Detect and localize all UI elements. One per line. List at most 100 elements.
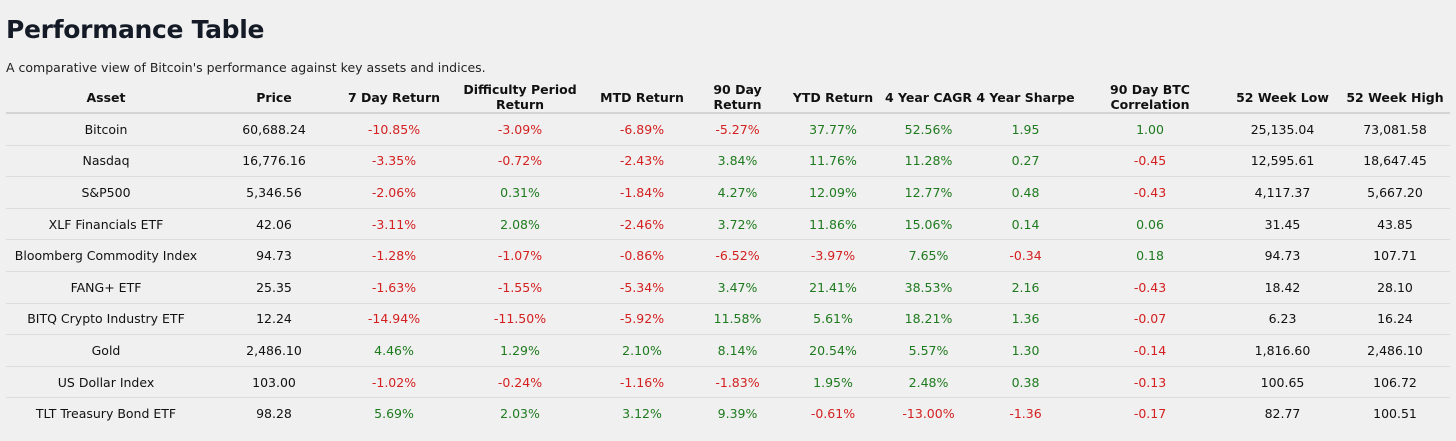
- table-cell: 2.03%: [500, 406, 540, 422]
- table-cell: 3.47%: [690, 271, 785, 304]
- table-cell: 5.61%: [785, 303, 881, 336]
- table-cell: 5,346.56: [206, 176, 342, 209]
- table-cell: -1.02%: [342, 366, 446, 399]
- table-cell: 3.84%: [690, 145, 785, 178]
- table-cell: 16.24: [1340, 303, 1450, 336]
- table-cell: 9.39%: [717, 406, 758, 422]
- table-cell: -13.00%: [902, 406, 955, 422]
- table-cell: 11.86%: [785, 208, 881, 241]
- table-cell: 52.56%: [881, 113, 976, 146]
- table-cell: 37.77%: [785, 113, 881, 146]
- table-cell: 1.36: [976, 303, 1075, 336]
- table-cell: 73,081.58: [1340, 113, 1450, 146]
- table-cell: -0.45: [1075, 145, 1225, 178]
- table-cell: 2.08%: [446, 208, 594, 241]
- table-cell: 5.69%: [374, 406, 414, 422]
- table-cell: 2.48%: [881, 366, 976, 399]
- table-cell: -0.34: [976, 239, 1075, 272]
- column-header: 90 Day BTC Correlation: [1075, 82, 1225, 114]
- table-cell: 6.23: [1225, 303, 1340, 336]
- table-cell: 1,816.60: [1225, 334, 1340, 367]
- table-cell: -1.63%: [342, 271, 446, 304]
- table-cell: -0.43: [1075, 271, 1225, 304]
- table-cell: 12.24: [206, 303, 342, 336]
- column-header: YTD Return: [785, 82, 881, 114]
- table-cell: 18,647.45: [1340, 145, 1450, 178]
- table-cell: -1.16%: [594, 366, 690, 399]
- table-cell: 11.58%: [690, 303, 785, 336]
- table-cell: S&P500: [6, 176, 206, 209]
- table-cell: -1.55%: [446, 271, 594, 304]
- table-cell: 100.51: [1373, 406, 1417, 422]
- table-cell: 1.29%: [446, 334, 594, 367]
- column-header: 90 Day Return: [690, 82, 785, 114]
- table-cell: -1.83%: [690, 366, 785, 399]
- table-cell: 0.38: [976, 366, 1075, 399]
- table-cell: -5.27%: [690, 113, 785, 146]
- table-cell: 98.28: [256, 406, 292, 422]
- table-cell: 20.54%: [785, 334, 881, 367]
- table-cell: Bitcoin: [6, 113, 206, 146]
- table-cell: -3.35%: [342, 145, 446, 178]
- table-cell: -0.17: [1133, 406, 1167, 422]
- table-cell: 4,117.37: [1225, 176, 1340, 209]
- table-cell: 2.10%: [594, 334, 690, 367]
- column-header: 7 Day Return: [342, 82, 446, 114]
- table-cell: 31.45: [1225, 208, 1340, 241]
- table-cell: -0.72%: [446, 145, 594, 178]
- table-cell: 21.41%: [785, 271, 881, 304]
- table-cell: -0.14: [1075, 334, 1225, 367]
- table-cell: US Dollar Index: [6, 366, 206, 399]
- column-header: Difficulty Period Return: [446, 82, 594, 114]
- table-cell: 1.30: [976, 334, 1075, 367]
- content: Performance Table A comparative view of …: [6, 15, 1450, 429]
- table-cell: 18.42: [1225, 271, 1340, 304]
- table-cell: 107.71: [1340, 239, 1450, 272]
- table-cell: 100.65: [1225, 366, 1340, 399]
- table-cell: Gold: [6, 334, 206, 367]
- table-cell: 0.48: [976, 176, 1075, 209]
- table-cell: 94.73: [206, 239, 342, 272]
- table-body: Bitcoin 60,688.24 -10.85% -3.09% -6.89% -5.27…: [6, 113, 1450, 429]
- table-cell: 60,688.24: [206, 113, 342, 146]
- table-cell: 42.06: [206, 208, 342, 241]
- column-header: MTD Return: [594, 82, 690, 114]
- table-cell: -0.86%: [594, 239, 690, 272]
- table-row: US Dollar Index 103.00 -1.02% -0.24% -1.16% -…: [6, 366, 1450, 399]
- table-row: S&P500 5,346.56 -2.06% 0.31% -1.84% 4.27% 12.0…: [6, 176, 1450, 209]
- column-header: 4 Year Sharpe: [976, 82, 1075, 114]
- column-header: Price: [206, 82, 342, 114]
- performance-table: Asset Price 7 Day Return Difficulty Period …: [6, 82, 1450, 429]
- table-cell: 5,667.20: [1340, 176, 1450, 209]
- table-cell: Nasdaq: [6, 145, 206, 178]
- table-cell: -14.94%: [342, 303, 446, 336]
- table-row: TLT Treasury Bond ETF 98.28 5.69% 2.03% 3.12…: [6, 398, 1450, 429]
- table-cell: 1.95: [976, 113, 1075, 146]
- table-cell: -11.50%: [446, 303, 594, 336]
- column-header: Asset: [6, 82, 206, 114]
- table-cell: 1.00: [1075, 113, 1225, 146]
- table-row: Gold 2,486.10 4.46% 1.29% 2.10% 8.14% 20.54% 5.…: [6, 334, 1450, 367]
- subtitle: A comparative view of Bitcoin's performa…: [6, 60, 486, 75]
- table-cell: FANG+ ETF: [6, 271, 206, 304]
- table-cell: -6.89%: [594, 113, 690, 146]
- table-cell: 15.06%: [881, 208, 976, 241]
- table-cell: 18.21%: [881, 303, 976, 336]
- table-cell: 8.14%: [690, 334, 785, 367]
- table-cell: 12,595.61: [1225, 145, 1340, 178]
- table-cell: 0.06: [1075, 208, 1225, 241]
- column-header: 52 Week Low: [1225, 82, 1340, 114]
- column-header: 52 Week High: [1340, 82, 1450, 114]
- table-head: Asset Price 7 Day Return Difficulty Period …: [6, 82, 1450, 114]
- table-row: Bitcoin 60,688.24 -10.85% -3.09% -6.89% -5.27…: [6, 113, 1450, 146]
- table-row: Nasdaq 16,776.16 -3.35% -0.72% -2.43% 3.84% 11…: [6, 145, 1450, 178]
- table-cell: 11.76%: [785, 145, 881, 178]
- table-cell: -2.06%: [342, 176, 446, 209]
- table-cell: 94.73: [1225, 239, 1340, 272]
- table-cell: -2.46%: [594, 208, 690, 241]
- table-cell: 3.12%: [622, 406, 662, 422]
- table-cell: -1.28%: [342, 239, 446, 272]
- table-cell: -0.43: [1075, 176, 1225, 209]
- table-cell: 106.72: [1340, 366, 1450, 399]
